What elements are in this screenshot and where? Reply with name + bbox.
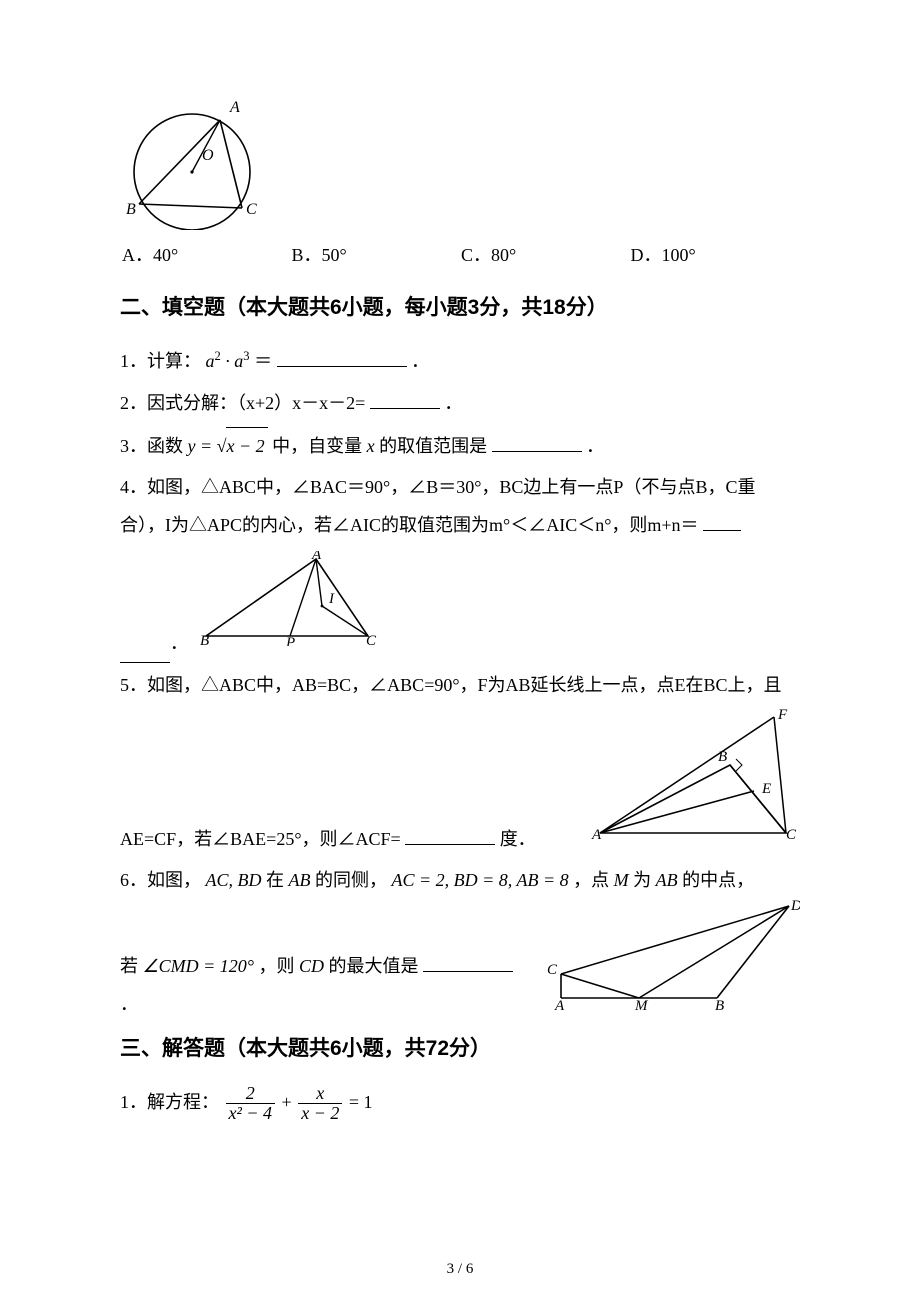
- fill-q6: 6．如图， AC, BD 在 AB 的同侧， AC = 2, BD = 8, A…: [120, 862, 800, 1024]
- solve-q1: 1．解方程： 2 x² − 4 + x x − 2 = 1: [120, 1084, 800, 1123]
- q1-exp2: 2: [215, 349, 221, 363]
- q1-a2: a: [234, 351, 243, 371]
- svg-text:B: B: [715, 998, 724, 1010]
- q6-1c: 的同侧，: [315, 870, 387, 890]
- option-b: B．50°: [292, 241, 462, 267]
- q1-period: ．: [411, 351, 429, 371]
- s3q1-frac2-num: x: [298, 1084, 342, 1104]
- q1-exp3: 3: [243, 349, 249, 363]
- q3-period: ．: [586, 436, 604, 456]
- q5-unit: 度．: [500, 829, 536, 849]
- svg-text:B: B: [718, 749, 727, 765]
- fill-q4: 4．如图，△ABC中，∠BAC＝90°，∠B＝30°，BC边上有一点P（不与点B…: [120, 469, 800, 662]
- fill-q1: 1．计算： a2 · a3 ＝ ．: [120, 343, 800, 381]
- svg-text:A: A: [229, 100, 240, 116]
- q6-2b: ，则: [258, 956, 299, 976]
- q6-2a: 若: [120, 956, 143, 976]
- q2-blank: [370, 387, 440, 409]
- q6-period: ．: [120, 994, 138, 1014]
- exam-page: A B C O A．40° B．50° C．80° D．100° 二、填空题（本…: [0, 0, 920, 1302]
- svg-text:O: O: [202, 147, 214, 164]
- fill-q2: 2．因式分解：（x+2）x－x－2= ．: [120, 385, 800, 423]
- q4-line1: 4．如图，△ABC中，∠BAC＝90°，∠B＝30°，BC边上有一点P（不与点B…: [120, 469, 800, 507]
- q5-line2: AE=CF，若∠BAE=25°，则∠ACF=: [120, 829, 401, 849]
- q6-m5: AB: [656, 870, 678, 890]
- svg-text:B: B: [200, 633, 209, 646]
- page-number: 3 / 6: [0, 1261, 920, 1278]
- q4-blank2: [120, 641, 170, 663]
- figure-q5: A C B F E: [590, 705, 800, 859]
- q3-yeq: y =: [188, 436, 213, 456]
- q6-m1: AC, BD: [206, 870, 262, 890]
- q4-period: ．: [170, 625, 188, 663]
- s3q1-frac2-den: x − 2: [298, 1104, 342, 1123]
- fill-q3: 3．函数 y = √x − 2 中，自变量 x 的取值范围是 ．: [120, 427, 800, 466]
- section-3-header: 三、解答题（本大题共6小题，共72分）: [120, 1032, 800, 1062]
- svg-text:A: A: [591, 827, 602, 843]
- option-c: C．80°: [461, 241, 631, 267]
- q1-blank: [277, 345, 407, 367]
- q3-radicand: x − 2: [226, 427, 268, 466]
- svg-text:C: C: [547, 962, 558, 978]
- q6-1b: 在: [266, 870, 289, 890]
- circle-question-options: A．40° B．50° C．80° D．100°: [120, 241, 800, 267]
- q3-blank: [492, 430, 582, 452]
- q1-dot: ·: [225, 351, 230, 371]
- svg-text:D: D: [790, 900, 800, 914]
- svg-text:A: A: [554, 998, 565, 1010]
- q1-prefix: 1．计算：: [120, 351, 201, 371]
- option-a: A．40°: [122, 241, 292, 267]
- q5-line1: 5．如图，△ABC中，AB=BC，∠ABC=90°，F为AB延长线上一点，点E在…: [120, 667, 800, 705]
- q6-1a: 6．如图，: [120, 870, 201, 890]
- q5-blank: [405, 823, 495, 845]
- s3q1-eq: = 1: [349, 1092, 373, 1112]
- q6-1d: ，点: [573, 870, 614, 890]
- q6-2c: 的最大值是: [329, 956, 419, 976]
- q6-m4: M: [614, 870, 629, 890]
- q3-x: x: [367, 436, 375, 456]
- q6-m7: CD: [299, 956, 324, 976]
- section-2-header: 二、填空题（本大题共6小题，每小题3分，共18分）: [120, 291, 800, 321]
- s3q1-plus: +: [282, 1092, 297, 1112]
- svg-text:I: I: [328, 591, 335, 607]
- q6-m6: ∠CMD = 120°: [143, 956, 254, 976]
- figure-q6: A B M C D: [545, 900, 800, 1024]
- svg-text:E: E: [761, 781, 771, 797]
- q6-1f: 的中点，: [682, 870, 754, 890]
- svg-text:B: B: [126, 201, 136, 218]
- figure-q4: A B C P I: [194, 551, 384, 660]
- q4-line2a: 合），I为△APC的内心，若∠AIC的取值范围为m°＜∠AIC＜n°，则m+n＝: [120, 515, 699, 535]
- q4-blank1: [703, 510, 741, 532]
- q1-eq: ＝: [254, 351, 272, 371]
- svg-text:C: C: [366, 633, 377, 646]
- s3q1-frac1-num: 2: [226, 1084, 276, 1104]
- s3q1-frac2: x x − 2: [296, 1084, 344, 1123]
- q3-prefix: 3．函数: [120, 436, 188, 456]
- svg-text:M: M: [634, 998, 649, 1010]
- figure-circle-triangle: A B C O: [120, 100, 800, 235]
- svg-text:F: F: [777, 707, 788, 723]
- s3q1-frac1-den: x² − 4: [226, 1104, 276, 1123]
- svg-text:A: A: [311, 551, 322, 563]
- q6-m2: AB: [289, 870, 311, 890]
- s3q1-prefix: 1．解方程：: [120, 1092, 219, 1112]
- q3-suffix: 的取值范围是: [379, 436, 487, 456]
- q6-m3: AC = 2, BD = 8, AB = 8: [392, 870, 569, 890]
- q2-period: ．: [444, 393, 462, 413]
- q1-a1: a: [206, 351, 215, 371]
- fill-q5: 5．如图，△ABC中，AB=BC，∠ABC=90°，F为AB延长线上一点，点E在…: [120, 667, 800, 859]
- option-d: D．100°: [631, 241, 801, 267]
- q6-1e: 为: [633, 870, 656, 890]
- q6-blank: [423, 951, 513, 973]
- svg-text:C: C: [786, 827, 797, 843]
- q2-text: 2．因式分解：（x+2）x－x－2=: [120, 393, 365, 413]
- svg-text:P: P: [285, 635, 295, 646]
- svg-text:C: C: [246, 201, 257, 218]
- q3-mid: 中，自变量: [272, 436, 367, 456]
- s3q1-frac1: 2 x² − 4: [224, 1084, 278, 1123]
